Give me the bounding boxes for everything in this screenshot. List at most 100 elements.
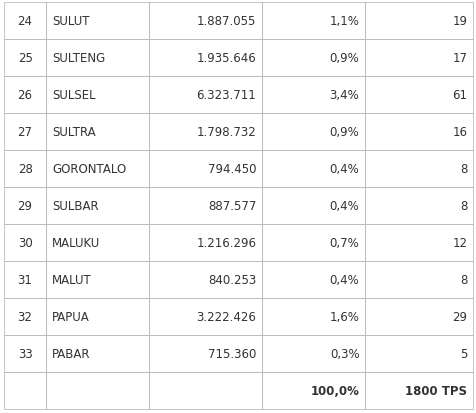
Text: 1,1%: 1,1%	[329, 15, 358, 28]
Bar	[4, 261, 46, 298]
Bar	[46, 188, 149, 224]
Text: PABAR: PABAR	[52, 347, 90, 360]
Bar	[4, 224, 46, 261]
Text: SULTENG: SULTENG	[52, 52, 105, 65]
Text: 30: 30	[18, 236, 32, 249]
Text: 8: 8	[459, 273, 466, 286]
Bar	[149, 114, 261, 151]
Text: 8: 8	[459, 163, 466, 176]
Text: 0,4%: 0,4%	[329, 273, 358, 286]
Text: 1.216.296: 1.216.296	[196, 236, 256, 249]
Bar	[261, 114, 364, 151]
Bar	[261, 261, 364, 298]
Bar	[261, 224, 364, 261]
Text: 32: 32	[18, 310, 32, 323]
Bar	[46, 335, 149, 372]
Text: SULTRA: SULTRA	[52, 126, 95, 139]
Bar	[149, 298, 261, 335]
Bar	[149, 188, 261, 224]
Bar	[261, 372, 364, 409]
Text: 16: 16	[451, 126, 466, 139]
Text: 840.253: 840.253	[208, 273, 256, 286]
Bar	[4, 298, 46, 335]
Text: 887.577: 887.577	[208, 199, 256, 212]
Bar	[364, 40, 472, 77]
Text: 1.798.732: 1.798.732	[196, 126, 256, 139]
Bar	[4, 372, 46, 409]
Text: 29: 29	[451, 310, 466, 323]
Text: SULBAR: SULBAR	[52, 199, 99, 212]
Text: SULSEL: SULSEL	[52, 89, 95, 102]
Bar	[46, 298, 149, 335]
Bar	[261, 77, 364, 114]
Text: 3.222.426: 3.222.426	[196, 310, 256, 323]
Bar	[364, 372, 472, 409]
Text: 0,4%: 0,4%	[329, 199, 358, 212]
Bar	[149, 261, 261, 298]
Text: 33: 33	[18, 347, 32, 360]
Text: 19: 19	[451, 15, 466, 28]
Bar	[149, 335, 261, 372]
Bar	[364, 77, 472, 114]
Text: 29: 29	[18, 199, 32, 212]
Bar	[4, 114, 46, 151]
Text: 6.323.711: 6.323.711	[196, 89, 256, 102]
Bar	[149, 77, 261, 114]
Text: 24: 24	[18, 15, 32, 28]
Bar	[46, 40, 149, 77]
Text: 1.887.055: 1.887.055	[197, 15, 256, 28]
Text: 12: 12	[451, 236, 466, 249]
Bar	[4, 3, 46, 40]
Text: 26: 26	[18, 89, 32, 102]
Text: 25: 25	[18, 52, 32, 65]
Bar	[364, 114, 472, 151]
Bar	[149, 224, 261, 261]
Bar	[149, 40, 261, 77]
Bar	[46, 151, 149, 188]
Bar	[4, 151, 46, 188]
Bar	[46, 372, 149, 409]
Text: 8: 8	[459, 199, 466, 212]
Text: 715.360: 715.360	[208, 347, 256, 360]
Text: 5: 5	[459, 347, 466, 360]
Bar	[364, 3, 472, 40]
Text: 61: 61	[451, 89, 466, 102]
Bar	[261, 335, 364, 372]
Bar	[364, 298, 472, 335]
Bar	[149, 372, 261, 409]
Text: 3,4%: 3,4%	[329, 89, 358, 102]
Bar	[46, 114, 149, 151]
Bar	[4, 40, 46, 77]
Text: 17: 17	[451, 52, 466, 65]
Text: 100,0%: 100,0%	[310, 384, 358, 397]
Text: PAPUA: PAPUA	[52, 310, 89, 323]
Bar	[261, 151, 364, 188]
Bar	[149, 151, 261, 188]
Text: SULUT: SULUT	[52, 15, 89, 28]
Bar	[46, 77, 149, 114]
Text: 1,6%: 1,6%	[329, 310, 358, 323]
Text: 28: 28	[18, 163, 32, 176]
Text: 0,4%: 0,4%	[329, 163, 358, 176]
Bar	[364, 224, 472, 261]
Bar	[46, 224, 149, 261]
Text: 1800 TPS: 1800 TPS	[405, 384, 466, 397]
Bar	[364, 151, 472, 188]
Bar	[261, 3, 364, 40]
Bar	[46, 3, 149, 40]
Text: MALUT: MALUT	[52, 273, 91, 286]
Bar	[46, 261, 149, 298]
Bar	[4, 77, 46, 114]
Text: 27: 27	[18, 126, 32, 139]
Bar	[261, 298, 364, 335]
Text: 794.450: 794.450	[207, 163, 256, 176]
Bar	[261, 40, 364, 77]
Bar	[364, 188, 472, 224]
Bar	[4, 335, 46, 372]
Text: MALUKU: MALUKU	[52, 236, 100, 249]
Bar	[261, 188, 364, 224]
Text: 0,7%: 0,7%	[329, 236, 358, 249]
Text: 0,9%: 0,9%	[329, 52, 358, 65]
Text: 1.935.646: 1.935.646	[196, 52, 256, 65]
Text: 31: 31	[18, 273, 32, 286]
